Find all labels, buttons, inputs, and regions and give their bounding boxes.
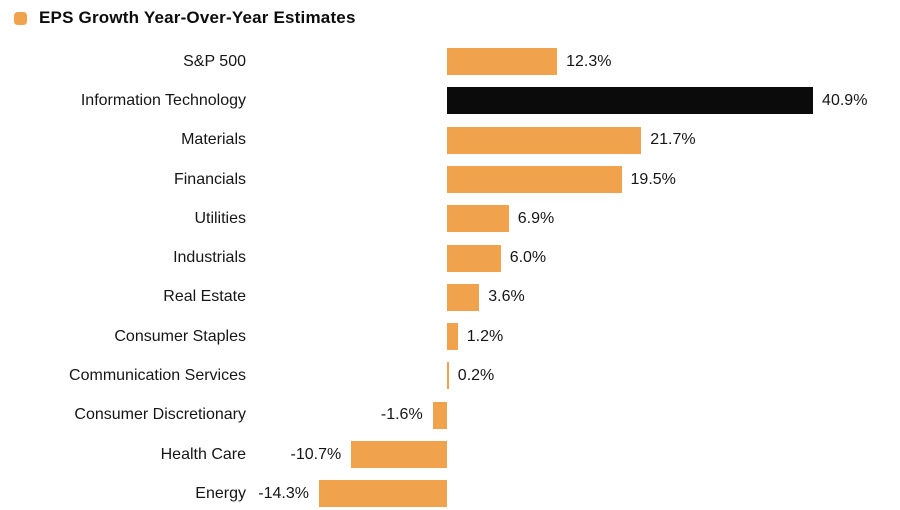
value-label: 12.3% xyxy=(566,52,612,70)
chart-row: Financials 19.5% xyxy=(0,160,900,199)
category-label: Financials xyxy=(173,170,246,188)
category-label: Consumer Staples xyxy=(114,327,246,345)
value-label: 1.2% xyxy=(466,327,504,345)
bar xyxy=(447,205,509,233)
legend-swatch-icon xyxy=(14,11,27,25)
category-label: Real Estate xyxy=(163,288,246,306)
bar xyxy=(319,480,447,508)
bar-highlighted xyxy=(447,87,814,115)
value-label: -1.6% xyxy=(380,406,423,424)
value-label: 6.9% xyxy=(517,209,555,227)
chart-row: Industrials 6.0% xyxy=(0,239,900,278)
chart-row: Health Care -10.7% xyxy=(0,435,900,474)
chart-row: Consumer Staples 1.2% xyxy=(0,317,900,356)
chart-row: Materials 21.7% xyxy=(0,121,900,160)
value-label: 6.0% xyxy=(509,249,547,267)
bar xyxy=(447,48,558,75)
chart-row: Energy -14.3% xyxy=(0,474,900,510)
chart-row: Consumer Discretionary -1.6% xyxy=(0,396,900,435)
value-label: 19.5% xyxy=(630,170,676,188)
chart-title: EPS Growth Year-Over-Year Estimates xyxy=(39,8,356,27)
value-label: 3.6% xyxy=(488,288,525,306)
bar xyxy=(447,244,501,272)
chart-row: Communication Services 0.2% xyxy=(0,356,900,395)
value-label: 0.2% xyxy=(457,367,495,385)
category-label: Industrials xyxy=(173,249,246,267)
value-label: -10.7% xyxy=(290,445,342,463)
category-label: Information Technology xyxy=(80,91,246,109)
chart-row: Real Estate 3.6% xyxy=(0,278,900,317)
bar xyxy=(447,165,622,193)
category-label: Energy xyxy=(195,484,246,502)
bar xyxy=(447,362,449,390)
category-label: S&P 500 xyxy=(183,52,246,70)
bar xyxy=(432,401,447,429)
chart-row: S&P 500 12.3% xyxy=(0,42,900,81)
category-label: Consumer Discretionary xyxy=(74,406,246,424)
bar xyxy=(447,283,480,311)
bar xyxy=(447,323,458,351)
value-label: 40.9% xyxy=(822,91,868,109)
value-label: -14.3% xyxy=(258,484,309,502)
bar xyxy=(447,126,642,154)
category-label: Health Care xyxy=(160,445,246,463)
category-label: Communication Services xyxy=(69,367,246,385)
category-label: Materials xyxy=(181,131,246,149)
category-label: Utilities xyxy=(194,209,246,227)
chart-row: Information Technology 40.9% xyxy=(0,81,900,120)
value-label: 21.7% xyxy=(650,131,696,149)
chart-row: Utilities 6.9% xyxy=(0,199,900,238)
bar xyxy=(351,441,447,468)
chart-header: EPS Growth Year-Over-Year Estimates xyxy=(14,8,356,28)
